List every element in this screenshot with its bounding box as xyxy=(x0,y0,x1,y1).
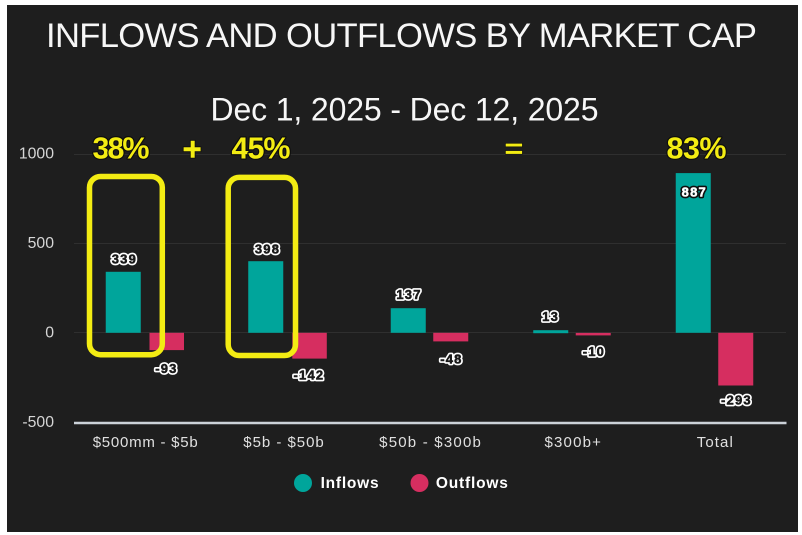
svg-text:-48: -48 xyxy=(440,352,462,367)
svg-text:398: 398 xyxy=(255,241,280,256)
svg-text:INFLOWS AND OUTFLOWS BY MARKET: INFLOWS AND OUTFLOWS BY MARKET CAP xyxy=(46,17,757,55)
svg-text:-142: -142 xyxy=(293,367,324,382)
svg-text:13: 13 xyxy=(542,309,559,324)
svg-text:Inflows: Inflows xyxy=(321,475,379,492)
svg-text:339: 339 xyxy=(112,251,137,266)
svg-text:Total: Total xyxy=(697,434,733,451)
svg-text:887: 887 xyxy=(682,185,707,200)
svg-text:-142: -142 xyxy=(293,367,324,382)
svg-text:45%: 45% xyxy=(232,131,291,165)
svg-text:887: 887 xyxy=(682,185,707,200)
svg-text:13: 13 xyxy=(542,309,559,324)
svg-text:137: 137 xyxy=(396,287,421,302)
svg-text:0: 0 xyxy=(45,325,54,342)
svg-text:$500mm - $5b: $500mm - $5b xyxy=(93,434,198,451)
svg-text:-93: -93 xyxy=(155,361,177,376)
svg-text:-293: -293 xyxy=(721,393,752,408)
svg-text:$300b+: $300b+ xyxy=(544,434,601,451)
svg-text:339: 339 xyxy=(112,251,137,266)
svg-text:$5b - $50b: $5b - $50b xyxy=(243,434,324,451)
svg-text:1000: 1000 xyxy=(19,145,54,162)
svg-text:83%: 83% xyxy=(667,131,727,165)
svg-text:-10: -10 xyxy=(583,344,605,359)
svg-text:Outflows: Outflows xyxy=(436,475,508,492)
svg-text:398: 398 xyxy=(255,241,280,256)
svg-text:38%: 38% xyxy=(93,131,150,165)
svg-text:500: 500 xyxy=(28,235,55,252)
svg-text:137: 137 xyxy=(396,287,421,302)
svg-text:Dec 1, 2025 - Dec 12, 2025: Dec 1, 2025 - Dec 12, 2025 xyxy=(211,92,599,128)
svg-text:-93: -93 xyxy=(155,361,177,376)
svg-text:$50b - $300b: $50b - $300b xyxy=(379,434,481,451)
svg-text:-10: -10 xyxy=(583,344,605,359)
svg-text:-293: -293 xyxy=(721,393,752,408)
svg-text:-500: -500 xyxy=(22,414,54,431)
svg-text:-48: -48 xyxy=(440,352,462,367)
